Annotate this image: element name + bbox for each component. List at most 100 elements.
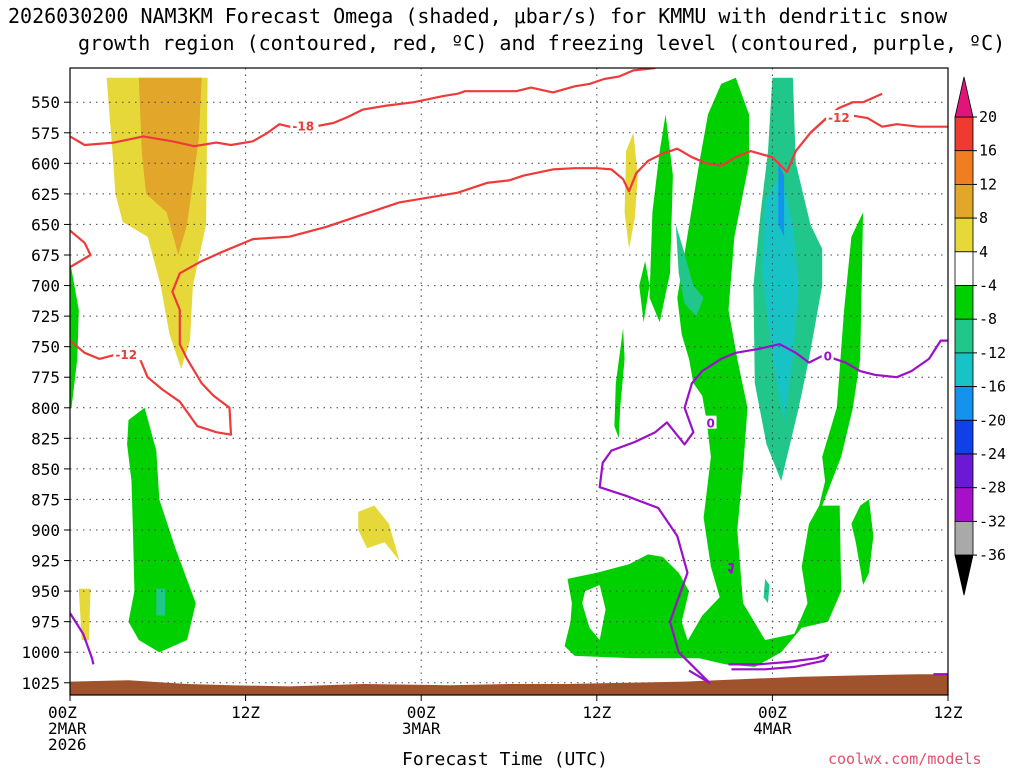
freezing-contour-label-0: 0: [824, 349, 832, 363]
dendritic-contour-line-2: [70, 92, 883, 436]
freezing-contour-line-1: [598, 339, 948, 684]
x-axis-label: Forecast Time (UTC): [402, 749, 608, 768]
omega-region-14: [675, 224, 704, 317]
colorbar-box-m12_m8: [954, 318, 974, 354]
omega-region-11: [649, 114, 673, 323]
dendritic-contour-label-bg-1: [113, 347, 142, 361]
omega-region-2: [70, 261, 79, 408]
colorbar-label-2: 12: [979, 175, 997, 193]
y-tick-label-1: 575: [31, 124, 60, 143]
x-tick-label-0-1: 2MAR: [48, 719, 87, 738]
dendritic-contour-line-0: [70, 68, 656, 148]
x-tick-label-0-2: 2026: [48, 735, 87, 754]
colorbar-top-arrow: [954, 76, 974, 118]
x-tick-label-3-0: 12Z: [582, 703, 611, 722]
colorbar-label-6: -8: [979, 310, 997, 328]
colorbar-box-m32_m28: [954, 487, 974, 522]
colorbar-box-m36_m32: [954, 521, 974, 556]
y-tick-label-12: 850: [31, 460, 60, 479]
colorbar-label-7: -12: [979, 344, 1006, 362]
omega-region-12: [677, 77, 864, 667]
y-tick-label-10: 800: [31, 399, 60, 418]
omega-region-5: [78, 588, 91, 640]
freezing-contour-label-bg-1: [704, 415, 717, 429]
omega-region-13: [851, 499, 874, 585]
credit-text: coolwx.com/models: [828, 750, 982, 768]
colorbar-label-9: -20: [979, 411, 1006, 429]
y-tick-label-3: 625: [31, 185, 60, 204]
plot-frame: [69, 67, 949, 696]
freezing-contour-line-0: [70, 612, 95, 665]
colorbar-box-m28_m24: [954, 453, 974, 489]
freezing-contour-label-1: 0: [707, 417, 715, 431]
y-tick-label-15: 925: [31, 552, 60, 571]
colorbar-label-3: 8: [979, 209, 988, 227]
dendritic-contour-label-3: -12: [828, 111, 850, 125]
colorbar-label-8: -16: [979, 378, 1006, 396]
x-tick-label-4-1: 4MAR: [753, 719, 792, 738]
omega-region-17: [778, 163, 785, 237]
y-tick-label-6: 700: [31, 277, 60, 296]
y-tick-label-16: 950: [31, 582, 60, 601]
y-tick-label-2: 600: [31, 154, 60, 173]
x-tick-label-5-0: 12Z: [934, 703, 963, 722]
contours: -18 -12 -12 0 0: [70, 68, 948, 684]
x-tick-label-2-0: 00Z: [407, 703, 436, 722]
y-tick-label-4: 650: [31, 215, 60, 234]
omega-region-4: [156, 588, 166, 616]
x-tick-label-0-0: 00Z: [48, 703, 77, 722]
colorbar-box-m24_m20: [954, 419, 974, 455]
y-tick-label-17: 975: [31, 613, 60, 632]
y-tick-label-19: 1025: [21, 674, 60, 693]
dendritic-contour-label-0: -18: [292, 120, 314, 134]
y-axis: 550 575 600 625 650 675 700 725 750 775 800 825 850 8…: [21, 93, 70, 693]
x-tick-label-2-1: 3MAR: [402, 719, 441, 738]
y-tick-label-18: 1000: [21, 643, 60, 662]
colorbar-label-1: 16: [979, 142, 997, 160]
dendritic-contour-line-1: [70, 229, 92, 269]
colorbar-box-m16_m12: [954, 352, 974, 387]
omega-hole-1: [744, 566, 764, 604]
omega-region-9: [639, 261, 650, 323]
colorbar-label-10: -24: [979, 445, 1006, 463]
dendritic-contour-label-bg-0: [290, 118, 319, 132]
colorbar-box-m8_m4: [954, 285, 974, 320]
omega-region-16: [762, 175, 799, 420]
colorbar-box-4_8: [954, 217, 974, 253]
grid-lines: [70, 68, 948, 695]
omega-shading: [70, 77, 874, 667]
omega-region-1: [138, 77, 202, 255]
y-tick-label-7: 725: [31, 307, 60, 326]
colorbar-label-4: 4: [979, 243, 988, 261]
freezing-contour-line-3: [727, 563, 734, 574]
colorbar-label-13: -36: [979, 546, 1006, 564]
colorbar-box-12_16: [954, 150, 974, 185]
omega-hole-0: [582, 585, 606, 640]
y-tick-label-0: 550: [31, 93, 60, 112]
freezing-contour-line-2: [728, 653, 830, 671]
colorbar-label-0: 20: [979, 108, 997, 126]
omega-region-7: [624, 132, 638, 249]
terrain-fill: [70, 674, 948, 695]
colorbar-label-5: -4: [979, 277, 997, 295]
colorbar-box-m20_m16: [954, 386, 974, 421]
omega-region-10: [614, 328, 625, 439]
dendritic-contour-label-1: -12: [115, 348, 137, 362]
terrain: [70, 674, 948, 695]
chart-title: 2026030200 NAM3KM Forecast Omega (shaded…: [8, 4, 948, 28]
colorbar-label-12: -32: [979, 512, 1006, 530]
x-tick-label-4-0: 00Z: [758, 703, 787, 722]
y-tick-label-13: 875: [31, 490, 60, 509]
freezing-contour-label-bg-0: [821, 348, 834, 362]
y-tick-label-11: 825: [31, 429, 60, 448]
omega-region-6: [358, 505, 400, 561]
x-tick-label-1-0: 12Z: [231, 703, 260, 722]
colorbar-bottom-arrow: [954, 554, 974, 596]
colorbar-box-8_12: [954, 183, 974, 219]
plot-area: -18 -12 -12 0 0: [70, 68, 948, 695]
colorbar-box-16_20: [954, 116, 974, 152]
y-tick-label-9: 775: [31, 368, 60, 387]
colorbar: 20 16 12 8 4 -4 -8 -12 -16 -20 -24 -28 -32 -36: [954, 76, 1006, 596]
